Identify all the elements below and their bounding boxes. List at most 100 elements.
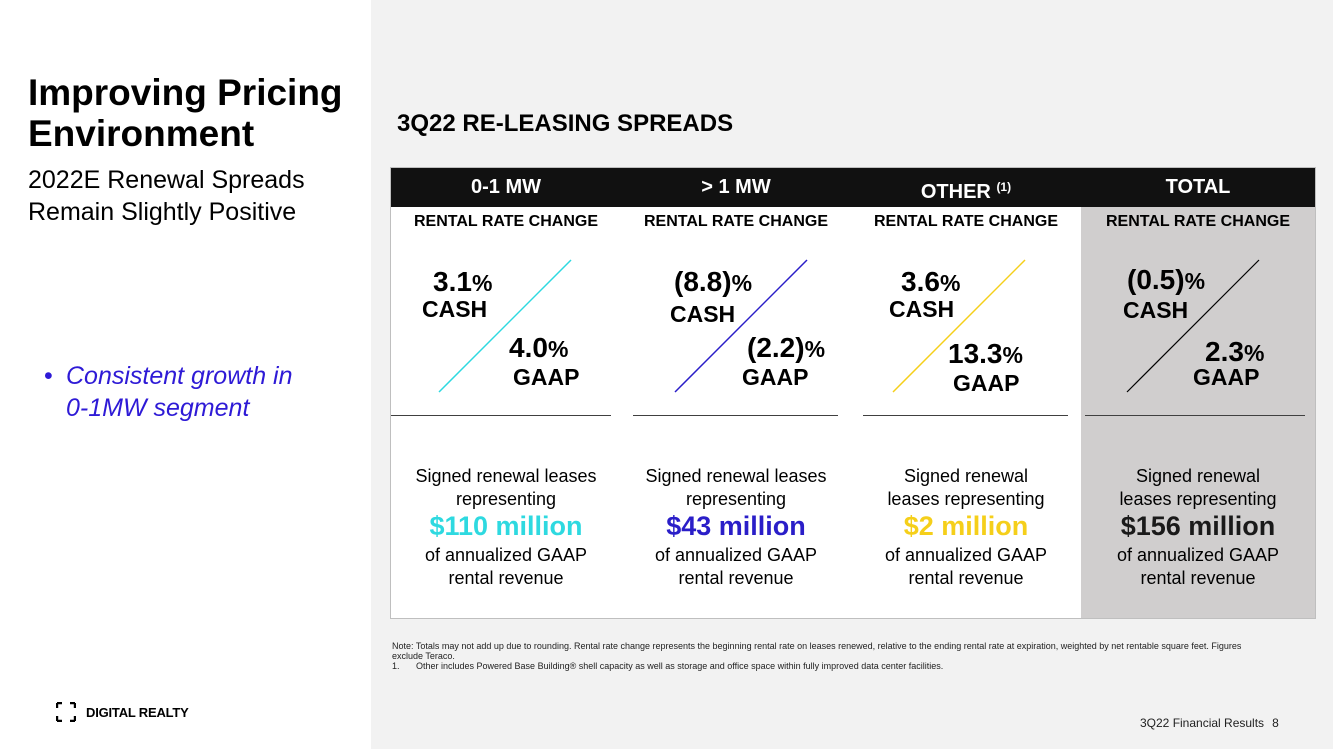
bullet-point: • Consistent growth in 0-1MW segment [44, 360, 293, 424]
header-text: 0-1 MW [471, 176, 541, 198]
column-separator [391, 415, 611, 416]
subtitle-line-1: 2022E Renewal Spreads [28, 166, 305, 194]
rental-rate-change-label: RENTAL RATE CHANGE [874, 213, 1058, 230]
desc-line: of annualized GAAP [654, 545, 818, 565]
percent-sign: % [804, 336, 826, 362]
logo-text: DIGITAL REALTY [86, 704, 189, 720]
cash-number: 3.1 [433, 266, 472, 297]
header-text: OTHER [920, 181, 991, 203]
percent-sign: % [471, 270, 493, 296]
desc-line: of annualized GAAP [424, 545, 588, 565]
column-separator [1085, 415, 1305, 416]
column-other: RENTAL RATE CHANGE 3.6% CASH 13.3% GAAP … [851, 207, 1081, 618]
revenue-amount: $43 million [666, 511, 806, 541]
diagonal-line [438, 259, 572, 393]
note-number: 1. [392, 661, 400, 671]
revenue-amount: $156 million [1120, 511, 1276, 541]
description-top: Signed renewal leases representing [1081, 465, 1315, 511]
desc-line: of annualized GAAP [884, 545, 1048, 565]
desc-line: rental revenue [448, 568, 564, 588]
desc-line: rental revenue [1140, 568, 1256, 588]
cash-label: CASH [422, 296, 488, 322]
desc-line: Signed renewal [1135, 466, 1261, 486]
diagonal-divider [674, 259, 808, 393]
cash-value: 3.6% [901, 267, 960, 298]
description-bottom: of annualized GAAP rental revenue [391, 544, 621, 590]
column-separator [863, 415, 1068, 416]
column-0-1-mw: RENTAL RATE CHANGE 3.1% CASH 4.0% GAAP S… [391, 207, 621, 618]
cash-value: (8.8)% [674, 267, 752, 298]
diagonal-divider [438, 259, 572, 393]
title-line-1: Improving Pricing [28, 72, 343, 113]
cash-number: (8.8) [674, 266, 732, 297]
revenue-amount: $2 million [903, 511, 1029, 541]
header-0-1-mw: 0-1 MW [391, 168, 621, 207]
note-item-1: 1. Other includes Powered Base Building® … [392, 661, 1272, 671]
desc-line: representing [455, 489, 557, 509]
page-subtitle: 2022E Renewal Spreads Remain Slightly Po… [28, 164, 305, 228]
desc-line: leases representing [1119, 489, 1277, 509]
subtitle-line-2: Remain Slightly Positive [28, 198, 297, 226]
description-top: Signed renewal leases representing [851, 465, 1081, 511]
table-header-bar [391, 168, 1315, 207]
header-text: TOTAL [1165, 176, 1231, 198]
diagonal-divider [1126, 259, 1260, 393]
header-total: TOTAL [1081, 168, 1315, 207]
section-title: 3Q22 RE-LEASING SPREADS [397, 110, 734, 137]
header-other: OTHER (1) [851, 168, 1081, 207]
cash-value: (0.5)% [1127, 265, 1205, 296]
page-title: Improving Pricing Environment [28, 72, 343, 154]
gaap-label: GAAP [953, 370, 1020, 396]
footnote-marker: (1) [996, 180, 1012, 194]
page-number: 8 [1272, 716, 1279, 730]
description-bottom: of annualized GAAP rental revenue [851, 544, 1081, 590]
desc-line: leases representing [887, 489, 1045, 509]
cash-value: 3.1% [433, 267, 492, 298]
bullet-dot: • [44, 362, 53, 390]
gaap-value: 13.3% [948, 339, 1023, 370]
percent-sign: % [1243, 340, 1265, 366]
column-over-1-mw: RENTAL RATE CHANGE (8.8)% CASH (2.2)% GA… [621, 207, 851, 618]
left-panel [0, 0, 371, 749]
diagonal-line [674, 259, 808, 393]
page-footer: 3Q22 Financial Results 8 [1140, 716, 1279, 730]
description-bottom: of annualized GAAP rental revenue [1081, 544, 1315, 590]
cash-label: CASH [889, 296, 955, 322]
spreads-table: 0-1 MW > 1 MW OTHER (1) TOTAL RENTAL RAT… [390, 167, 1316, 619]
header-text: > 1 MW [701, 176, 771, 198]
gaap-number: 4.0 [509, 332, 548, 363]
footer-label: 3Q22 Financial Results [1140, 716, 1265, 730]
percent-sign: % [547, 336, 569, 362]
column-total: RENTAL RATE CHANGE (0.5)% CASH 2.3% GAAP… [1081, 207, 1315, 618]
description-top: Signed renewal leases representing [621, 465, 851, 511]
note-item-text: Other includes Powered Base Building® sh… [416, 661, 944, 671]
description-top: Signed renewal leases representing [391, 465, 621, 511]
cash-number: (0.5) [1127, 264, 1185, 295]
description-bottom: of annualized GAAP rental revenue [621, 544, 851, 590]
gaap-number: (2.2) [747, 332, 805, 363]
percent-sign: % [1002, 342, 1023, 368]
header-over-1-mw: > 1 MW [621, 168, 851, 207]
bullet-line-1: Consistent growth in [66, 362, 293, 390]
rental-rate-change-label: RENTAL RATE CHANGE [1106, 213, 1290, 230]
desc-line: Signed renewal leases [645, 466, 827, 486]
percent-sign: % [731, 270, 753, 296]
percent-sign: % [939, 270, 961, 296]
diagonal-line [1126, 259, 1260, 393]
footnote: Note: Totals may not add up due to round… [392, 641, 1272, 671]
total-column-background [1081, 207, 1315, 618]
gaap-value: (2.2)% [747, 333, 825, 364]
gaap-number: 13.3 [948, 338, 1003, 369]
percent-sign: % [1184, 268, 1206, 294]
rental-rate-change-label: RENTAL RATE CHANGE [644, 213, 828, 230]
gaap-label: GAAP [513, 364, 580, 390]
diagonal-divider [892, 259, 1026, 393]
company-logo: DIGITAL REALTY [56, 702, 189, 722]
gaap-value: 2.3% [1205, 337, 1264, 368]
note-text: Note: Totals may not add up due to round… [392, 641, 1242, 661]
gaap-label: GAAP [742, 364, 809, 390]
cash-label: CASH [1123, 297, 1189, 323]
gaap-value: 4.0% [509, 333, 568, 364]
bullet-line-2: 0-1MW segment [66, 394, 250, 422]
desc-line: rental revenue [908, 568, 1024, 588]
